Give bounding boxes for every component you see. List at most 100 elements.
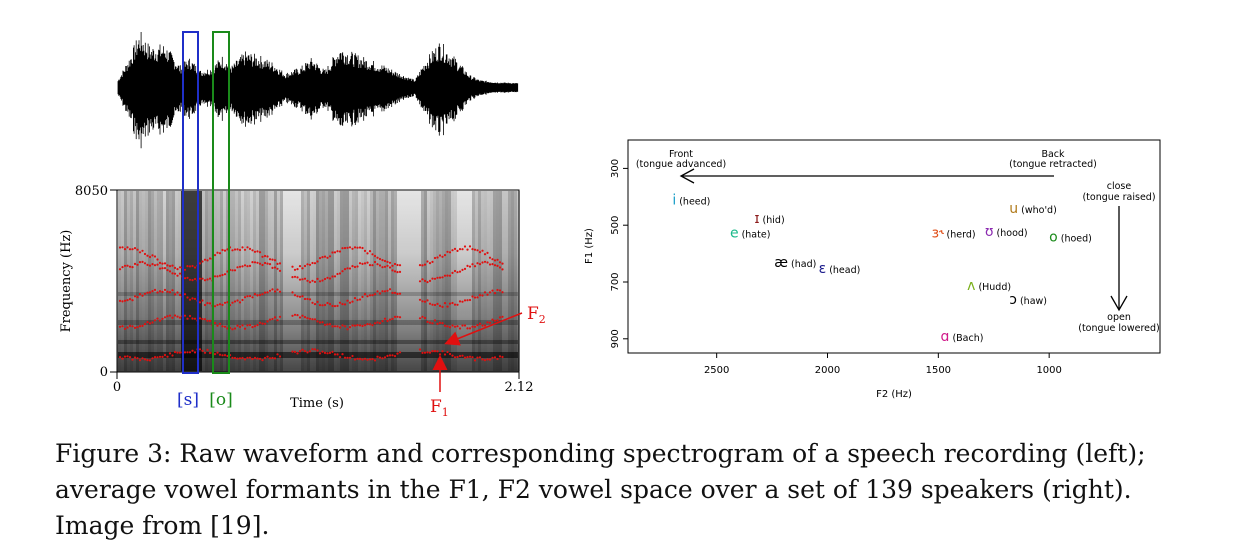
spectrogram-column <box>442 191 445 371</box>
f1-label: F1 <box>430 397 449 419</box>
formant-dot <box>213 305 217 308</box>
formant-dot <box>143 262 147 265</box>
spectrogram-frame <box>116 189 520 373</box>
formant-dot <box>483 253 487 256</box>
formant-dot <box>151 357 154 360</box>
vowel-point: æ (had) <box>774 255 816 271</box>
spectrogram-column <box>358 191 361 371</box>
formant-dot <box>268 357 272 360</box>
formant-dot <box>296 352 299 355</box>
formant-dot <box>378 322 382 325</box>
formant-dot <box>451 301 454 305</box>
y-tick-label: 900 <box>610 329 621 348</box>
formant-dot <box>378 292 382 295</box>
formant-dot <box>426 351 429 354</box>
formant-dot <box>468 265 472 268</box>
formant-dot <box>291 314 294 317</box>
formant-dot <box>496 319 499 322</box>
formant-dot <box>398 351 402 354</box>
formant-dot <box>261 322 264 325</box>
formant-dot <box>348 326 352 329</box>
formant-dot <box>301 314 304 317</box>
formant-dot <box>456 325 459 328</box>
formant-dot <box>238 325 242 328</box>
formant-dot <box>308 263 312 266</box>
formant-dot <box>361 262 364 265</box>
formant-dot <box>218 303 222 306</box>
formant-dot <box>303 264 307 268</box>
spectrogram-column <box>304 191 307 371</box>
formant-dot <box>173 266 177 269</box>
formant-dot <box>261 293 264 296</box>
formant-dot <box>223 325 227 328</box>
formant-dot <box>153 356 157 359</box>
formant-dot <box>278 315 282 318</box>
f2-arrow <box>444 312 523 346</box>
formant-dot <box>443 274 447 277</box>
formant-dot <box>171 289 174 292</box>
y-tick-label: 300 <box>610 159 621 178</box>
formant-dot <box>273 290 277 293</box>
formant-dot <box>153 264 157 267</box>
spectrogram-column <box>508 191 511 371</box>
formant-dot <box>493 356 497 359</box>
formant-dot <box>273 259 277 262</box>
spectrogram-column <box>325 191 328 371</box>
formant-dot <box>473 248 477 251</box>
formant-dot <box>256 324 259 327</box>
formant-dot <box>398 264 402 267</box>
spectrogram-column <box>451 191 454 371</box>
formant-dot <box>398 270 402 273</box>
formant-dot <box>333 305 337 308</box>
formant-dot <box>306 317 309 320</box>
formant-dot <box>443 302 447 305</box>
formant-dot <box>418 264 422 267</box>
formant-dot <box>433 277 437 280</box>
formant-dot <box>461 300 464 303</box>
formant-dot <box>201 277 204 280</box>
formant-dot <box>271 266 274 269</box>
formant-dot <box>246 265 249 268</box>
formant-dot <box>321 256 324 259</box>
formant-dot <box>223 301 227 304</box>
formant-dot <box>258 293 262 297</box>
formant-dot <box>486 251 489 254</box>
formant-dot <box>346 246 349 249</box>
formant-dot <box>258 321 262 324</box>
formant-dot <box>208 257 212 260</box>
formant-dot <box>501 355 504 359</box>
spectrogram-column <box>367 191 370 371</box>
spectrogram-column <box>448 191 451 371</box>
formant-dot <box>193 317 197 320</box>
formant-dot <box>313 303 317 306</box>
formant-dot <box>276 267 279 270</box>
formant-dot <box>376 321 379 324</box>
formant-dot <box>358 324 362 327</box>
formant-dot <box>183 268 187 271</box>
spectrogram-column <box>283 191 286 371</box>
formant-dot <box>471 248 474 251</box>
formant-dot <box>251 296 254 299</box>
formant-dot <box>496 357 499 361</box>
formant-dot <box>138 293 142 296</box>
formant-dot <box>168 265 172 268</box>
formant-dot <box>458 270 462 273</box>
formant-dot <box>258 262 262 265</box>
formant-dot <box>268 263 272 266</box>
formant-dot <box>376 355 379 358</box>
formant-dot <box>271 288 274 291</box>
formant-dot <box>481 249 484 252</box>
formant-dot <box>248 247 252 250</box>
formant-dot <box>491 289 494 292</box>
formant-dot <box>373 254 377 258</box>
formant-dot <box>448 302 452 305</box>
formant-dot <box>323 303 327 307</box>
vowel-point: ɑ (Bach) <box>941 329 984 345</box>
formant-dot <box>186 265 189 268</box>
waveform <box>117 32 519 149</box>
formant-dot <box>383 265 387 268</box>
formant-dot <box>333 251 337 254</box>
formant-dot <box>351 300 354 303</box>
spectrogram-column <box>220 191 223 371</box>
formant-dot <box>261 263 264 267</box>
